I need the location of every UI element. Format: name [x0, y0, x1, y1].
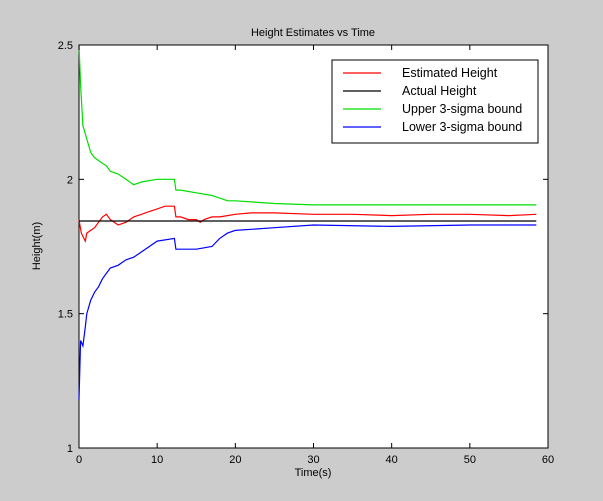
tick-layer: 0 10 20 30 40 50 60 1 1.5 2 2.5 — [58, 40, 554, 466]
series-layer — [78, 44, 537, 400]
x-tick-label: 40 — [386, 454, 398, 466]
y-tick-label: 2 — [67, 174, 73, 186]
legend-label-lower-3-sigma-bound: Lower 3-sigma bound — [402, 120, 522, 134]
series-line-upper-3-sigma-bound — [78, 44, 537, 206]
legend-label-actual-height: Actual Height — [402, 84, 477, 98]
x-tick-label: 20 — [229, 454, 241, 466]
legend-box — [331, 59, 539, 144]
x-tick-label: 50 — [464, 454, 476, 466]
legend-label-upper-3-sigma-bound: Upper 3-sigma bound — [402, 102, 522, 116]
legend-items: Estimated Height Actual Height Upper 3-sig… — [343, 66, 522, 134]
x-tick-label: 0 — [76, 454, 82, 466]
y-tick-label: 1.5 — [58, 309, 73, 321]
y-tick-label: 2.5 — [58, 40, 73, 52]
x-axis-label: Time(s) — [295, 467, 332, 479]
legend: Estimated Height Actual Height Upper 3-sig… — [331, 59, 539, 144]
y-tick-label: 1 — [67, 443, 73, 455]
chart-title: Height Estimates vs Time — [251, 27, 375, 39]
y-axis-label: Height(m) — [31, 222, 43, 270]
x-tick-label: 60 — [542, 454, 554, 466]
series-line-lower-3-sigma-bound — [78, 224, 537, 400]
legend-label-estimated-height: Estimated Height — [402, 66, 498, 80]
x-tick-label: 30 — [307, 454, 319, 466]
x-tick-label: 10 — [151, 454, 163, 466]
